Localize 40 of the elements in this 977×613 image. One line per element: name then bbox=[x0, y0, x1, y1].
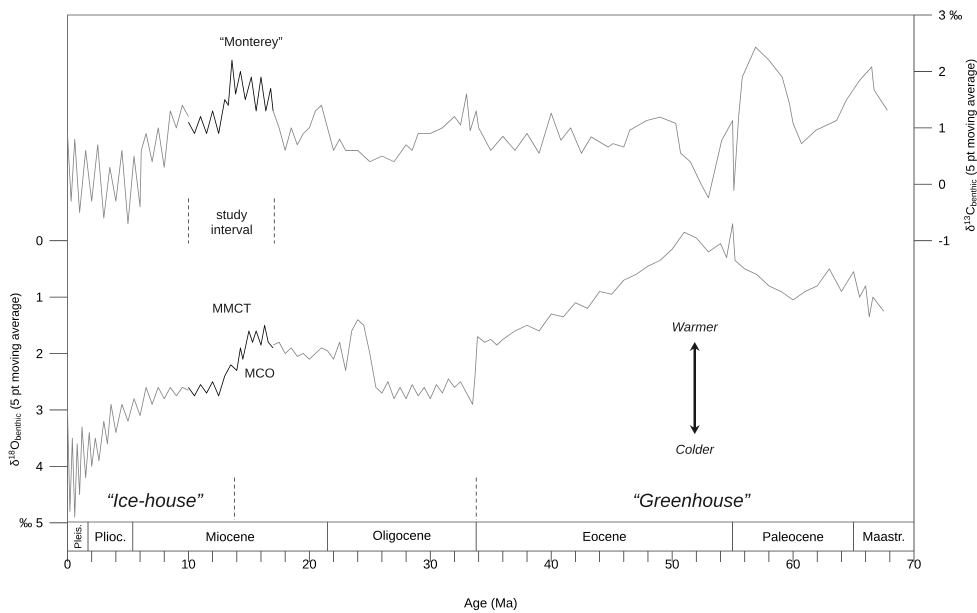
y-tick-label: 3 bbox=[36, 405, 42, 415]
band-label: Miocene bbox=[206, 532, 254, 542]
x-tick-label: 70 bbox=[907, 559, 921, 569]
x-tick-label: 60 bbox=[786, 559, 800, 569]
band-label: Pleis. bbox=[74, 525, 82, 548]
y2-tick-label: 0 bbox=[938, 180, 946, 189]
y-axis-title: δ$^{18}$O$_{benthic}$ (5 pt moving average) bbox=[8, 294, 22, 466]
y2-tick-label: -1 bbox=[939, 236, 950, 246]
annotation: “Greenhouse” bbox=[634, 493, 751, 508]
y-tick-label: 2 bbox=[36, 348, 42, 358]
annotation: MMCT bbox=[213, 304, 251, 313]
x-axis-title: Age (Ma) bbox=[464, 598, 517, 610]
y2-tick-label: 1 bbox=[939, 123, 946, 132]
x-tick-label: 20 bbox=[302, 559, 316, 569]
annotation: “Ice-house” bbox=[108, 493, 204, 508]
band-label: Oligocene bbox=[373, 530, 431, 543]
line-series bbox=[188, 60, 274, 134]
y-tick-label: 0 bbox=[36, 236, 43, 246]
band-label: Eocene bbox=[583, 532, 626, 542]
y2-tick-label: 2 bbox=[939, 66, 946, 76]
annotation: “Monterey” bbox=[220, 37, 282, 49]
x-tick-label: 50 bbox=[665, 559, 679, 569]
annotation: Warmer bbox=[672, 322, 718, 332]
x-tick-label: 10 bbox=[182, 559, 196, 569]
line-series bbox=[67, 104, 189, 224]
band-label: Maastr. bbox=[864, 532, 904, 542]
line-series bbox=[188, 324, 274, 396]
x-tick-label: 0 bbox=[64, 559, 71, 569]
y2-axis-title: δ$^{13}$C$_{benthic}$ (5 pt moving average) bbox=[964, 60, 977, 232]
annotation: MCO bbox=[246, 368, 274, 378]
y-tick-label: 1 bbox=[36, 292, 42, 302]
y-tick-label: ‰ 5 bbox=[20, 518, 42, 528]
band-label: Plioc. bbox=[96, 532, 126, 542]
band-label: Paleocene bbox=[763, 532, 824, 542]
x-tick-label: 40 bbox=[544, 559, 558, 569]
annotation: study interval bbox=[212, 210, 252, 234]
y2-tick-label: 3 ‰ bbox=[938, 10, 962, 20]
x-tick-label: 30 bbox=[424, 559, 438, 569]
y-tick-label: 4 bbox=[36, 462, 43, 471]
annotation: Colder bbox=[676, 444, 714, 454]
